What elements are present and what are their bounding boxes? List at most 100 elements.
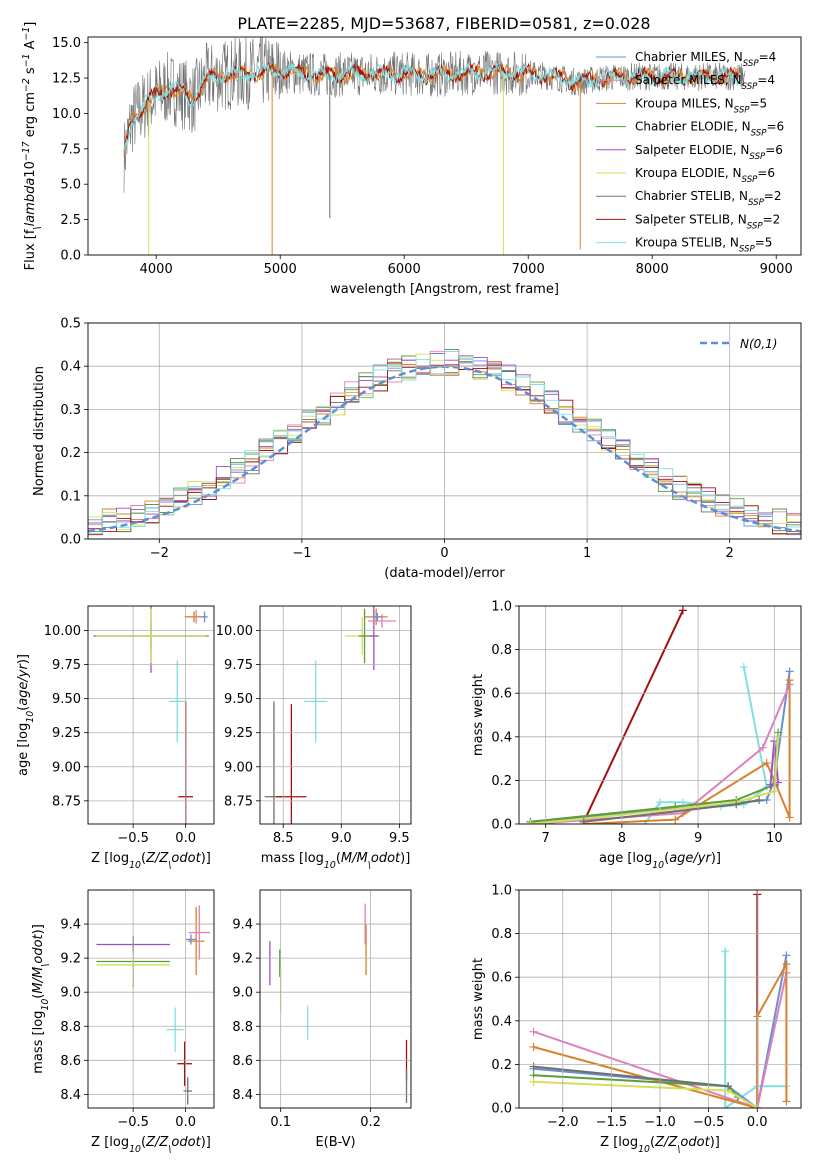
weight-point xyxy=(529,1042,538,1051)
x-tick-label: 0.0 xyxy=(175,831,196,846)
weight-point xyxy=(529,1062,538,1071)
y-axis-label: Flux [f\lambda10−17 erg cm−2 s−1 A−1] xyxy=(21,22,43,271)
weight-point xyxy=(678,606,687,615)
x-tick-label: 7 xyxy=(542,831,550,846)
y-tick-label: 8.8 xyxy=(60,1020,81,1035)
legend-label: Kroupa ELODIE, NSSP=6 xyxy=(635,166,775,185)
x-tick-label: −0.5 xyxy=(117,831,149,846)
weight-point xyxy=(739,663,748,672)
figure-panels: 4000 5000 6000 7000 8000 90000.02.55.07.510.0… xyxy=(16,22,802,1155)
legend-label: Salpeter ELODIE, NSSP=6 xyxy=(635,143,783,162)
y-tick-label: 9.0 xyxy=(60,986,81,1001)
x-tick-label: 1 xyxy=(583,546,591,561)
y-tick-label: 10.0 xyxy=(52,107,81,122)
weight-point xyxy=(782,1097,791,1106)
x-tick-label: −0.5 xyxy=(693,1115,725,1130)
x-tick-label: 10 xyxy=(766,831,783,846)
age_vs_Z-plot-area xyxy=(93,606,209,824)
legend-label: Salpeter MILES, NSSP=4 xyxy=(635,73,775,92)
weight-point xyxy=(755,796,764,805)
x-tick-label: 4000 xyxy=(140,262,173,277)
legend-label: Kroupa MILES, NSSP=5 xyxy=(635,96,767,115)
y-tick-label: 0.4 xyxy=(491,730,512,745)
panel-age_vs_mass: 8.5 9.0 9.5 8.75 9.00 9.25 9.50 9.75 10.00 mass [… xyxy=(216,605,412,871)
weight-series-chabrier_stelib xyxy=(533,1065,729,1088)
y-tick-label: 0.0 xyxy=(491,1102,512,1117)
axes-frame xyxy=(259,605,412,825)
y-tick-label: 15.0 xyxy=(52,36,81,51)
y-tick-label: 2.5 xyxy=(60,213,81,228)
x-tick-label: 5000 xyxy=(264,262,297,277)
panel-age_vs_Z: −0.5 0.0 8.75 9.00 9.25 9.50 9.75 10.00 Z [log10… xyxy=(16,605,215,871)
weight-point xyxy=(782,951,791,960)
legend-label: Chabrier ELODIE, NSSP=6 xyxy=(635,120,784,139)
y-tick-label: 9.4 xyxy=(232,918,253,933)
x-tick-label: −1 xyxy=(292,546,311,561)
x-tick-label: 0.0 xyxy=(175,1115,196,1130)
panel-mass_vs_EBV: 0.1 0.2 8.4 8.6 8.8 9.0 9.2 9.4 E(B-V) xyxy=(232,889,412,1150)
y-tick-label: 9.50 xyxy=(52,692,81,707)
axes-frame xyxy=(87,36,802,256)
y-tick-label: 0.8 xyxy=(491,643,512,658)
x-tick-label: 7000 xyxy=(512,262,545,277)
y-tick-label: 0.8 xyxy=(491,927,512,942)
x-tick-label: −2 xyxy=(150,546,169,561)
axes-frame xyxy=(87,322,802,540)
x-tick-label: 8000 xyxy=(636,262,669,277)
legend-label: N(0,1) xyxy=(740,337,777,351)
weight-point xyxy=(762,796,771,805)
y-tick-label: 8.75 xyxy=(52,794,81,809)
y-axis-label: mass [log10(M/M\odot)] xyxy=(31,924,51,1074)
weight-point xyxy=(785,667,794,676)
y-tick-label: 9.2 xyxy=(60,952,81,967)
axes-frame xyxy=(518,605,802,825)
weight-point xyxy=(529,1027,538,1036)
y-tick-label: 1.0 xyxy=(491,884,512,899)
y-tick-label: 0.0 xyxy=(60,249,81,264)
y-tick-label: 0.4 xyxy=(491,1014,512,1029)
spectrum-legend: Chabrier MILES, NSSP=4 Salpeter MILES, NS… xyxy=(596,50,784,255)
weight-series-kroupa_stelib xyxy=(724,951,787,1108)
weight-point xyxy=(785,813,794,822)
y-tick-label: 9.75 xyxy=(52,658,81,673)
y-tick-label: 10.00 xyxy=(44,624,81,639)
weight-point xyxy=(656,798,664,807)
observed-spectrum-line xyxy=(123,37,746,193)
x-axis-label: mass [log10(M/M\odot)] xyxy=(261,851,411,871)
legend-label: Kroupa STELIB, NSSP=5 xyxy=(635,236,772,255)
x-tick-label: 0 xyxy=(440,546,448,561)
y-tick-label: 0.6 xyxy=(491,971,512,986)
y-tick-label: 0.5 xyxy=(60,317,81,332)
weight-series-salpeter_stelib xyxy=(582,609,684,823)
panel-residual_hist: −2 −1 0 1 2 0.0 0.1 0.2 0.3 0.4 0.5 (data-model)/er… xyxy=(32,317,802,581)
y-tick-label: 0.1 xyxy=(60,489,81,504)
x-axis-label: E(B-V) xyxy=(315,1135,355,1150)
model-spectrum-kroupa_miles xyxy=(123,62,739,158)
y-tick-label: 12.5 xyxy=(52,72,81,87)
y-tick-label: 8.4 xyxy=(232,1088,253,1103)
y-axis-label: age [log10(age/yr)] xyxy=(16,654,36,776)
model-spectrum-kroupa_stelib xyxy=(123,62,739,152)
y-tick-label: 0.0 xyxy=(491,818,512,833)
y-tick-label: 7.5 xyxy=(60,142,81,157)
x-tick-label: 2 xyxy=(726,546,734,561)
weight-series-chabrier_elodie xyxy=(530,732,780,823)
y-tick-label: 9.50 xyxy=(224,692,253,707)
x-tick-label: 8.5 xyxy=(273,831,294,846)
y-tick-label: 0.6 xyxy=(491,687,512,702)
y-tick-label: 9.75 xyxy=(224,658,253,673)
y-tick-label: 1.0 xyxy=(491,600,512,615)
x-axis-label: Z [log10(Z/Z\odot)] xyxy=(91,1135,211,1155)
axes-frame xyxy=(259,889,412,1109)
y-tick-label: 10.00 xyxy=(216,624,253,639)
model-spectrum-salpeter_stelib xyxy=(123,61,739,152)
y-tick-label: 0.4 xyxy=(60,360,81,375)
y-tick-label: 0.3 xyxy=(60,403,81,418)
weight_vs_age-plot-area xyxy=(526,606,794,824)
axes-frame xyxy=(87,605,215,825)
mass_vs_EBV-plot-area xyxy=(269,903,408,1103)
weight-point xyxy=(758,743,767,752)
figure-title: PLATE=2285, MJD=53687, FIBERID=0581, z=0… xyxy=(237,14,650,33)
x-tick-label: 8 xyxy=(618,831,626,846)
y-axis-label: mass weight xyxy=(471,674,486,756)
